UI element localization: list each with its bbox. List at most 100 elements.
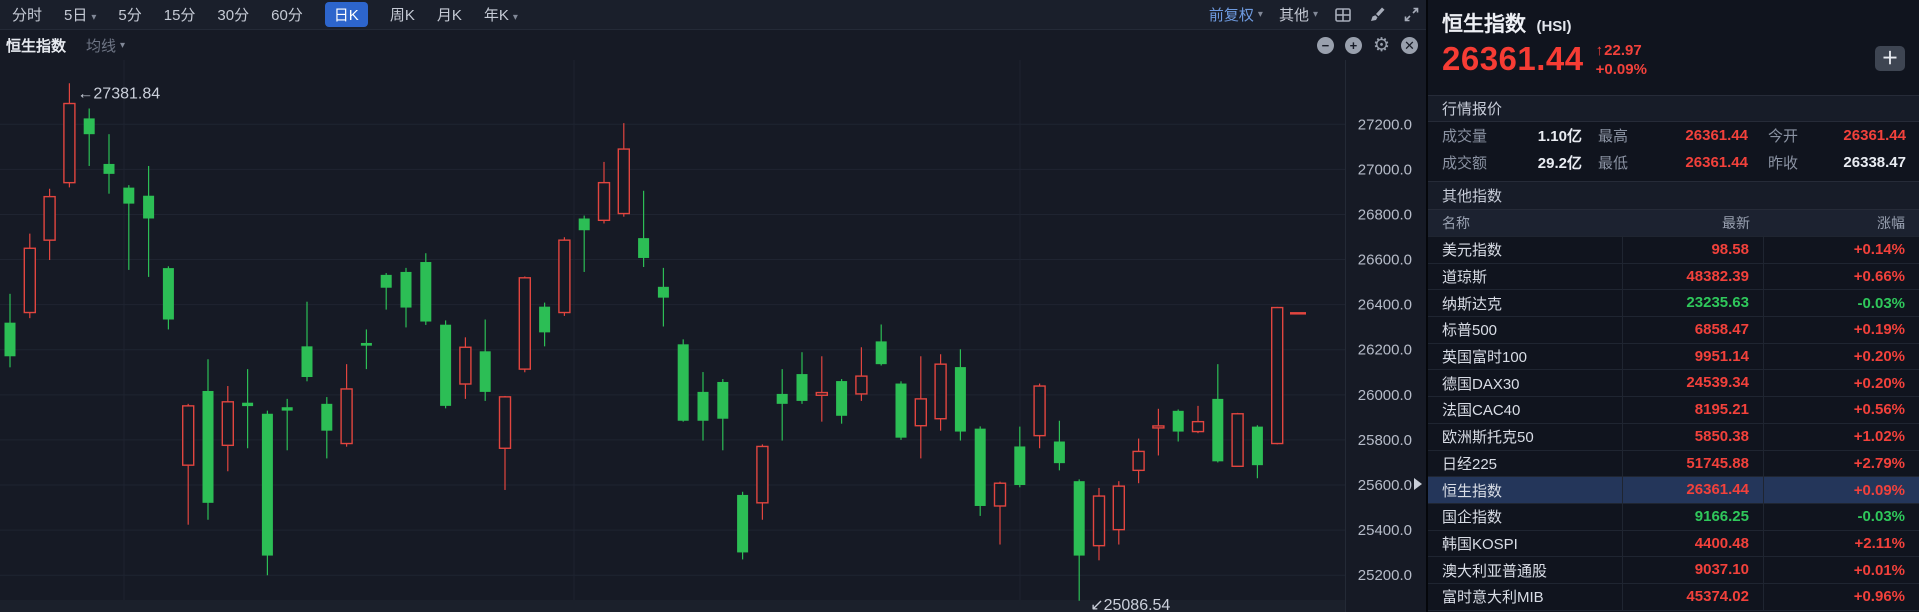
index-last-value: 51745.88: [1622, 450, 1764, 477]
index-row-日经225[interactable]: 日经225 51745.88 +2.79%: [1428, 450, 1919, 478]
candle-body: [539, 306, 551, 333]
index-name: 澳大利亚普通股: [1442, 562, 1548, 580]
add-watchlist-button[interactable]: ＋: [1875, 46, 1905, 71]
index-name: 韩国KOSPI: [1442, 535, 1518, 553]
ma-label: 均线: [86, 37, 117, 55]
y-axis-label: 26200.0: [1358, 342, 1412, 359]
period-tab-60分[interactable]: 60分: [271, 7, 303, 24]
candle-body: [1212, 398, 1224, 462]
candle-body: [617, 148, 630, 215]
quote-header: 恒生指数 (HSI) 26361.44 ↑22.97 +0.09% ＋: [1428, 0, 1919, 95]
period-tab-日K[interactable]: 日K: [324, 2, 368, 27]
candle-body: [360, 342, 372, 346]
candle-body: [103, 163, 115, 174]
index-last-value: 9037.10: [1622, 557, 1764, 583]
index-change-percent: +0.14%: [1853, 241, 1905, 259]
candle-body: [875, 341, 887, 365]
zoom-in-icon[interactable]: +: [1344, 36, 1362, 54]
panel-collapse-arrow-icon[interactable]: [1414, 478, 1422, 490]
change-column-header: 涨幅: [1877, 215, 1905, 231]
quote-row-2: 成交额 29.2亿 最低 26361.44 昨收 26338.47: [1428, 149, 1919, 176]
candlestick-chart[interactable]: 27200.0 27000.0 26800.0 26600.0 26400.0 26200…: [0, 60, 1426, 612]
zoom-out-icon[interactable]: −: [1316, 36, 1334, 54]
period-tab-30分[interactable]: 30分: [217, 7, 250, 24]
y-axis-label: 26600.0: [1358, 252, 1412, 269]
candle-body: [498, 396, 512, 449]
candle-body: [558, 239, 571, 314]
index-change-percent: +0.20%: [1853, 374, 1905, 392]
index-change-percent: +0.19%: [1853, 321, 1905, 339]
period-tab-15分[interactable]: 15分: [163, 7, 196, 24]
index-row-纳斯达克[interactable]: 纳斯达克 23235.63 -0.03%: [1428, 290, 1919, 318]
candle-body: [63, 102, 76, 184]
index-name: 恒生指数: [1442, 482, 1503, 500]
period-tab-分时[interactable]: 分时: [12, 7, 43, 24]
index-row-恒生指数[interactable]: 恒生指数 26361.44 +0.09%: [1428, 477, 1919, 504]
high-label: 最高: [1598, 128, 1629, 145]
index-last-value: 9166.25: [1622, 503, 1764, 530]
candle-body: [181, 405, 195, 466]
index-change-percent: +0.96%: [1853, 588, 1905, 606]
toolbar-right: 前复权 ▾ 其他 ▾: [1209, 4, 1420, 25]
more-dropdown[interactable]: 其他 ▾: [1279, 4, 1318, 25]
y-axis-label: 27200.0: [1358, 116, 1412, 133]
adjustment-dropdown[interactable]: 前复权 ▾: [1209, 4, 1263, 25]
candle-body: [776, 393, 788, 404]
turnover-value: 29.2亿: [1537, 155, 1582, 172]
high-value: 26361.44: [1685, 127, 1748, 144]
index-last-value: 26361.44: [1622, 477, 1764, 503]
candle-body: [737, 494, 749, 553]
candle-body: [1172, 410, 1184, 432]
candle-body: [914, 398, 927, 427]
last-price: 26361.44: [1442, 40, 1584, 77]
index-row-美元指数[interactable]: 美元指数 98.58 +0.14%: [1428, 237, 1919, 264]
index-row-英国富时100[interactable]: 英国富时100 9951.14 +0.20%: [1428, 343, 1919, 371]
candle-body: [993, 482, 1007, 507]
index-name: 纳斯达克: [1442, 295, 1503, 313]
period-tab-5分[interactable]: 5分: [118, 7, 142, 24]
turnover-label: 成交额: [1442, 155, 1488, 172]
period-tab-周K[interactable]: 周K: [389, 7, 415, 24]
candle-body: [657, 286, 669, 298]
index-row-澳大利亚普通股[interactable]: 澳大利亚普通股 9037.10 +0.01%: [1428, 557, 1919, 584]
candle-body: [1251, 426, 1263, 466]
index-name: 日经225: [1442, 455, 1498, 473]
index-row-法国CAC40[interactable]: 法国CAC40 8195.21 +0.56%: [1428, 397, 1919, 424]
ma-dropdown[interactable]: 均线 ▾: [86, 35, 125, 56]
candle-body: [1014, 446, 1026, 486]
index-name: 英国富时100: [1442, 349, 1528, 367]
close-icon[interactable]: ✕: [1401, 36, 1418, 54]
y-axis-label: 26800.0: [1358, 206, 1412, 223]
quote-panel: 恒生指数 (HSI) 26361.44 ↑22.97 +0.09% ＋ 行情报价…: [1426, 0, 1919, 612]
period-tab-年K[interactable]: 年K ▾: [483, 7, 518, 24]
index-last-value: 4400.48: [1622, 530, 1764, 557]
candle-body: [380, 274, 392, 288]
period-tabs: 分时 5日 ▾ 5分 15分 30分 60分 日K 周K 月K 年K ▾: [12, 2, 518, 27]
index-change-percent: -0.03%: [1857, 508, 1905, 526]
period-tab-月K[interactable]: 月K: [436, 7, 462, 24]
index-row-欧洲斯托克50[interactable]: 欧洲斯托克50 5850.38 +1.02%: [1428, 423, 1919, 451]
candle-body: [756, 445, 769, 504]
brush-icon[interactable]: [1368, 6, 1386, 24]
candle-body: [281, 407, 293, 411]
indices-table-header: 名称 最新 涨幅: [1428, 210, 1919, 237]
adjustment-label: 前复权: [1208, 7, 1254, 24]
candle-body: [638, 238, 650, 258]
index-name: 国企指数: [1442, 509, 1503, 527]
candle-body: [123, 187, 135, 204]
index-row-标普500[interactable]: 标普500 6858.47 +0.19%: [1428, 317, 1919, 344]
index-last-value: 8195.21: [1622, 397, 1764, 423]
index-name: 道琼斯: [1442, 269, 1488, 287]
index-row-富时意大利MIB[interactable]: 富时意大利MIB 45374.02 +0.96%: [1428, 583, 1919, 611]
candle-body: [815, 391, 828, 396]
candle-body: [855, 375, 868, 395]
grid-layout-icon[interactable]: [1334, 6, 1352, 24]
index-row-道琼斯[interactable]: 道琼斯 48382.39 +0.66%: [1428, 263, 1919, 291]
index-row-德国DAX30[interactable]: 德国DAX30 24539.34 +0.20%: [1428, 370, 1919, 398]
index-row-国企指数[interactable]: 国企指数 9166.25 -0.03%: [1428, 503, 1919, 531]
index-row-韩国KOSPI[interactable]: 韩国KOSPI 4400.48 +2.11%: [1428, 530, 1919, 558]
index-change-percent: +0.09%: [1853, 481, 1905, 499]
fullscreen-icon[interactable]: [1402, 6, 1420, 24]
period-tab-5日[interactable]: 5日 ▾: [64, 7, 97, 24]
settings-icon[interactable]: ⚙: [1372, 34, 1390, 56]
